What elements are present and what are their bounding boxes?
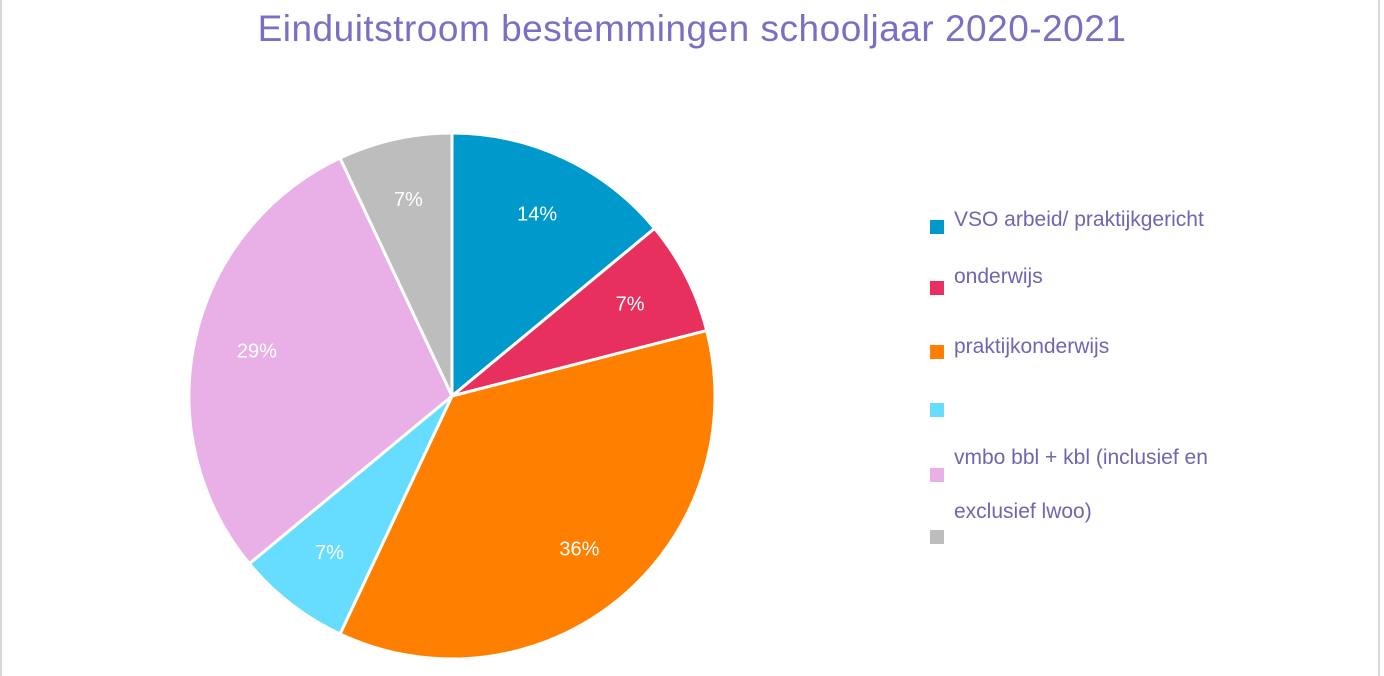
legend-label: exclusief lwoo) — [954, 500, 1092, 523]
slice-data-label: 7% — [616, 294, 645, 316]
slice-data-label: 7% — [315, 542, 344, 564]
slice-data-label: 29% — [237, 341, 277, 363]
legend-label: VSO arbeid/ praktijkgericht — [954, 208, 1204, 231]
legend-label: praktijkonderwijs — [954, 335, 1110, 358]
legend-swatch — [930, 468, 944, 482]
legend-swatch — [930, 530, 944, 544]
pie-slice — [450, 226, 709, 398]
slice-data-label: 14% — [517, 203, 557, 225]
slice-data-label: 7% — [394, 189, 423, 211]
pie-slice — [247, 394, 454, 636]
pie-slice — [338, 329, 717, 661]
legend-swatch — [930, 345, 944, 359]
pie-slice — [338, 131, 454, 398]
legend-label: vmbo bbl + kbl (inclusief en — [954, 446, 1208, 469]
slice-data-label: 36% — [559, 538, 599, 560]
legend-swatch — [930, 403, 944, 417]
legend-swatch — [930, 220, 944, 234]
chart-title: Einduitstroom bestemmingen schooljaar 20… — [257, 8, 1127, 49]
pie-slice — [450, 131, 657, 398]
legend-swatch — [930, 281, 944, 295]
legend-label: onderwijs — [954, 265, 1043, 288]
